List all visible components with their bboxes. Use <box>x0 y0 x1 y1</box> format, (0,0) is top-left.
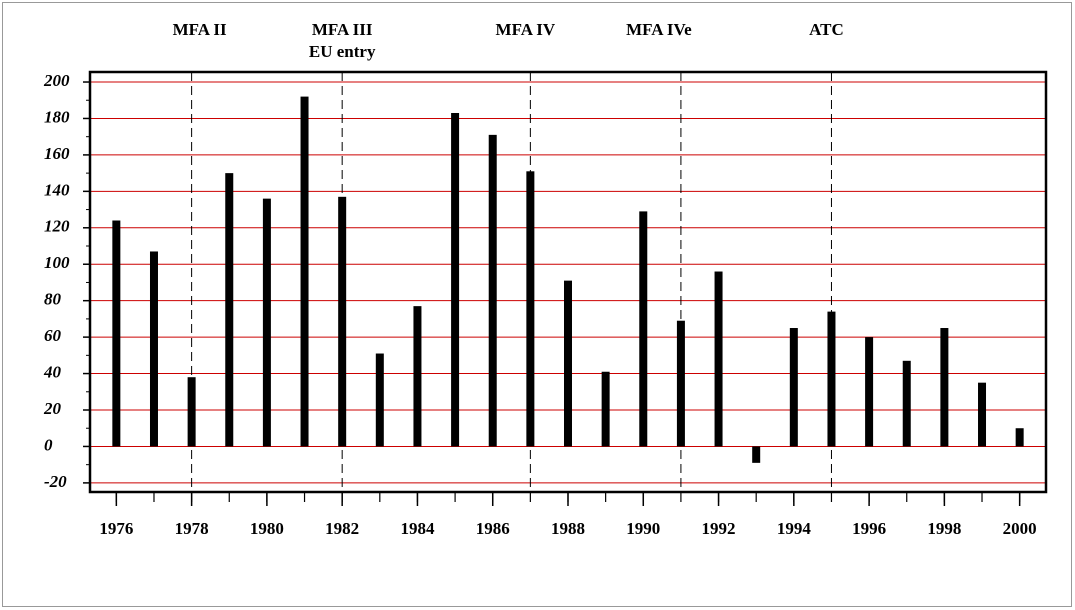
bar <box>752 446 761 463</box>
bar <box>714 271 723 447</box>
bar <box>375 353 384 447</box>
bar <box>1015 428 1024 447</box>
annotation-label: EU entry <box>309 42 376 61</box>
y-tick-label: 60 <box>44 326 62 345</box>
x-tick-label: 1994 <box>777 519 812 538</box>
annotation-label: MFA III <box>312 20 373 39</box>
bar <box>262 198 271 447</box>
x-tick-label: 2000 <box>1003 519 1037 538</box>
x-tick-label: 1990 <box>626 519 660 538</box>
x-tick-label: 1996 <box>852 519 886 538</box>
bar <box>639 211 648 447</box>
bar <box>338 196 347 447</box>
x-tick-label: 1978 <box>175 519 209 538</box>
bar <box>187 377 196 447</box>
bar <box>564 280 572 447</box>
y-tick-label: 200 <box>43 71 70 90</box>
bar <box>902 360 911 447</box>
bar <box>149 251 158 447</box>
y-tick-label: 0 <box>44 435 53 454</box>
bar <box>827 311 836 447</box>
y-tick-label: 20 <box>43 399 62 418</box>
bar <box>112 220 121 447</box>
x-tick-label: 1992 <box>702 519 736 538</box>
x-tick-label: 1984 <box>400 519 435 538</box>
annotation-label: MFA II <box>173 20 227 39</box>
bar <box>978 382 987 447</box>
bar <box>413 306 422 447</box>
bar <box>676 320 685 447</box>
bar <box>300 96 309 447</box>
x-tick-label: 1980 <box>250 519 284 538</box>
annotation-label: ATC <box>809 20 844 39</box>
bar <box>865 337 874 447</box>
bar <box>225 173 234 447</box>
x-tick-label: 1988 <box>551 519 585 538</box>
x-tick-label: 1982 <box>325 519 359 538</box>
x-tick-label: 1986 <box>476 519 510 538</box>
y-tick-label: -20 <box>44 472 67 491</box>
y-tick-label: 40 <box>43 362 62 381</box>
bar <box>488 134 497 447</box>
bar <box>526 171 535 447</box>
bar <box>601 371 610 447</box>
bar <box>940 328 949 447</box>
y-tick-label: 100 <box>44 253 70 272</box>
y-tick-label: 160 <box>44 144 70 163</box>
x-tick-label: 1998 <box>927 519 961 538</box>
plot-border <box>88 70 1048 494</box>
y-tick-label: 140 <box>44 180 70 199</box>
annotation-label: MFA IV <box>496 20 556 39</box>
bar <box>451 112 460 447</box>
y-tick-label: 120 <box>44 217 70 236</box>
y-tick-label: 180 <box>44 107 70 126</box>
y-tick-label: 80 <box>44 290 62 309</box>
annotation-label: MFA IVe <box>626 20 692 39</box>
bar <box>789 328 798 447</box>
x-tick-label: 1976 <box>99 519 133 538</box>
